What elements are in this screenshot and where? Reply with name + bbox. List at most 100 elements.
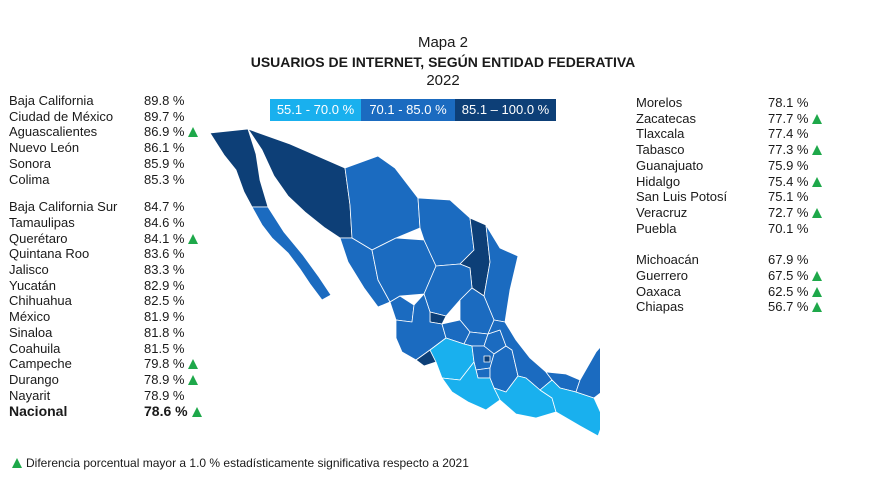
state-row: Guerrero 67.5 % — [636, 268, 856, 284]
state-row: Baja California 89.8 % — [9, 93, 229, 109]
national-value-text: 78.6 % — [144, 403, 188, 420]
state-row: Coahuila 81.5 % — [9, 341, 229, 357]
state-row: Tlaxcala 77.4 % — [636, 126, 856, 142]
state-value: 56.7 % — [768, 299, 823, 315]
state-campeche — [575, 346, 600, 399]
footnote-text: Diferencia porcentual mayor a 1.0 % esta… — [26, 456, 469, 470]
state-chihuahua — [344, 155, 421, 251]
state-value: 86.9 % — [144, 124, 199, 140]
state-value: 75.1 % — [768, 189, 808, 205]
state-row: Guanajuato 75.9 % — [636, 158, 856, 174]
state-value-text: 77.4 % — [768, 126, 809, 142]
state-row: Chihuahua 82.5 % — [9, 293, 229, 309]
significance-triangle-icon — [812, 286, 823, 297]
state-value-text: 78.1 % — [768, 95, 809, 110]
state-value-text: 75.9 % — [768, 157, 809, 173]
state-name: Yucatán — [9, 277, 56, 293]
significance-triangle-icon — [812, 207, 823, 218]
state-value: 62.5 % — [768, 284, 823, 300]
state-row: Puebla 70.1 % — [636, 221, 856, 237]
state-value-text: 67.5 % — [768, 268, 809, 283]
state-row: Sinaloa 81.8 % — [9, 325, 229, 341]
state-value-text: 77.7 % — [768, 110, 809, 126]
state-name: México — [9, 309, 51, 325]
state-nayarit — [389, 295, 415, 323]
state-name: Oaxaca — [636, 283, 681, 299]
state-value: 77.7 % — [768, 110, 823, 127]
state-value: 77.4 % — [768, 126, 808, 142]
significance-triangle-icon — [812, 271, 823, 281]
state-name: Tamaulipas — [9, 214, 75, 230]
state-value: 70.1 % — [768, 221, 808, 237]
state-row: Baja California Sur 84.7 % — [9, 199, 229, 215]
chart-title: Mapa 2 — [417, 34, 469, 51]
state-name: Jalisco — [9, 262, 49, 277]
state-value-text: 75.1 % — [768, 189, 809, 205]
state-value-text: 70.1 % — [768, 220, 809, 236]
state-value: 77.3 % — [768, 142, 823, 158]
state-value-text: 67.9 % — [768, 252, 809, 268]
state-value-text: 85.9 % — [144, 155, 185, 171]
state-row: Campeche 79.8 % — [9, 356, 229, 372]
state-value-text: 89.7 % — [144, 108, 185, 124]
state-name: Michoacán — [636, 252, 699, 268]
state-value-text: 82.5 % — [144, 293, 185, 309]
state-row: Michoacán 67.9 % — [636, 252, 856, 268]
state-name: Veracruz — [636, 204, 688, 220]
state-value: 82.5 % — [144, 293, 184, 309]
state-value-text: 84.1 % — [144, 230, 185, 246]
state-value: 67.5 % — [768, 268, 823, 284]
significance-triangle-icon — [191, 407, 202, 418]
state-row: Hidalgo 75.4 % — [636, 174, 856, 190]
state-name: Morelos — [636, 95, 683, 110]
significance-triangle-icon — [812, 145, 823, 156]
state-value: 83.3 % — [144, 262, 184, 278]
state-ciudad-de-mexico — [483, 355, 491, 363]
state-name: Sinaloa — [9, 324, 53, 340]
state-name: Nuevo León — [9, 140, 80, 156]
state-value: 84.6 % — [144, 215, 184, 231]
state-value-text: 82.9 % — [144, 277, 185, 293]
state-row: San Luis Potosí 75.1 % — [636, 189, 856, 205]
state-sonora — [247, 128, 353, 239]
chart-year: 2022 — [426, 72, 460, 89]
state-value: 86.1 % — [144, 140, 184, 156]
chart-subtitle: USUARIOS DE INTERNET, SEGÚN ENTIDAD FEDE… — [250, 54, 636, 70]
national-row: Nacional 78.6 % — [9, 403, 229, 420]
significance-triangle-icon — [12, 458, 22, 468]
state-row: México 81.9 % — [9, 309, 229, 325]
state-value: 84.7 % — [144, 199, 184, 215]
state-name: Sonora — [9, 155, 51, 171]
state-value: 67.9 % — [768, 252, 808, 268]
state-name: Coahuila — [9, 340, 61, 356]
state-row: Colima 85.3 % — [9, 172, 229, 188]
state-value-text: 81.8 % — [144, 324, 185, 340]
chart-title-block: Mapa 2 USUARIOS DE INTERNET, SEGÚN ENTID… — [0, 34, 886, 90]
state-row: Oaxaca 62.5 % — [636, 284, 856, 300]
state-value-text: 85.3 % — [144, 171, 185, 187]
state-value: 81.5 % — [144, 341, 184, 357]
state-value: 78.1 % — [768, 95, 808, 111]
state-value-text: 81.5 % — [144, 340, 185, 356]
state-value-text: 86.1 % — [144, 140, 185, 156]
state-name: Quintana Roo — [9, 246, 90, 262]
state-value: 82.9 % — [144, 278, 184, 294]
state-name: Chihuahua — [9, 293, 72, 309]
state-value-text: 83.6 % — [144, 246, 185, 262]
state-row: Ciudad de México 89.7 % — [9, 109, 229, 125]
state-value: 72.7 % — [768, 205, 823, 221]
state-name: Zacatecas — [636, 110, 696, 126]
state-value: 83.6 % — [144, 246, 184, 262]
state-value: 89.7 % — [144, 109, 184, 125]
state-name: Baja California — [9, 93, 94, 108]
state-value: 89.8 % — [144, 93, 184, 109]
national-label: Nacional — [9, 403, 68, 420]
state-name: Querétaro — [9, 230, 68, 246]
significance-triangle-icon — [188, 359, 199, 370]
significance-triangle-icon — [812, 302, 823, 313]
color-legend: 55.1 - 70.0 % 70.1 - 85.0 % 85.1 – 100.0… — [270, 99, 556, 121]
state-name: Campeche — [9, 356, 72, 372]
significance-triangle-icon — [812, 176, 823, 187]
state-row: Veracruz 72.7 % — [636, 205, 856, 221]
state-row: Morelos 78.1 % — [636, 95, 856, 111]
